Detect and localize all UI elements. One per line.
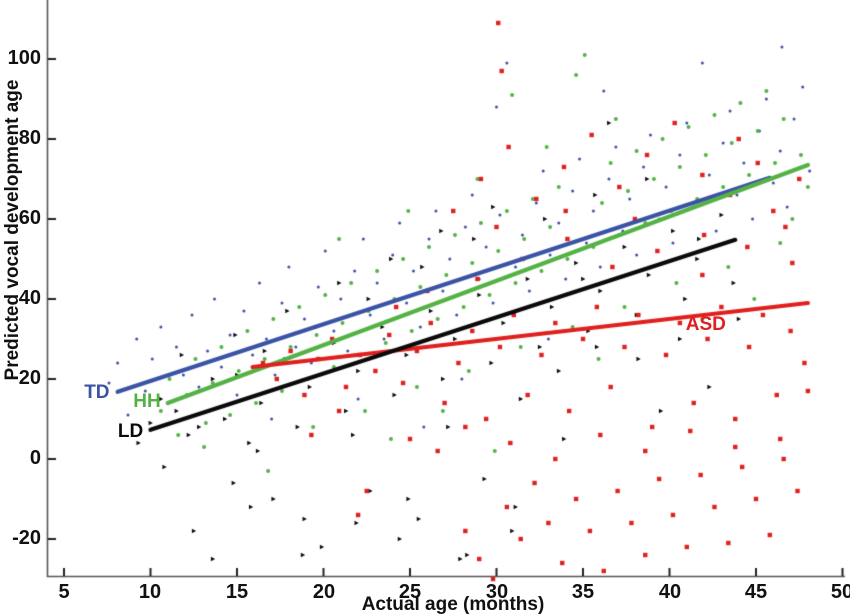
y-tick-label: -20: [12, 527, 41, 549]
x-tick-label: 50: [830, 581, 850, 603]
series-label-hh: HH: [133, 391, 161, 413]
y-tick-label: 60: [18, 207, 41, 229]
x-tick-label: 10: [138, 581, 162, 603]
x-tick-label: 30: [485, 581, 509, 603]
x-tick-label: 40: [658, 581, 682, 603]
x-tick-label: 45: [744, 581, 768, 603]
x-axis-title: Actual age (months): [361, 594, 545, 614]
x-tick-label: 35: [571, 581, 595, 603]
x-tick-label: 15: [225, 581, 249, 603]
series-label-td: TD: [84, 382, 110, 403]
x-tick-label: 20: [312, 581, 336, 603]
y-tick-label: 20: [18, 367, 41, 389]
y-tick-label: 80: [18, 127, 41, 149]
y-tick-label: 40: [18, 287, 41, 309]
series-label-ld: LD: [117, 420, 144, 442]
y-axis-title: Predicted vocal development age: [2, 79, 23, 381]
series-label-asd: ASD: [685, 314, 726, 335]
y-tick-label: 0: [29, 447, 41, 469]
x-tick-label: 25: [398, 581, 422, 603]
y-tick-label: 100: [7, 47, 41, 69]
x-tick-label: 5: [58, 581, 70, 603]
